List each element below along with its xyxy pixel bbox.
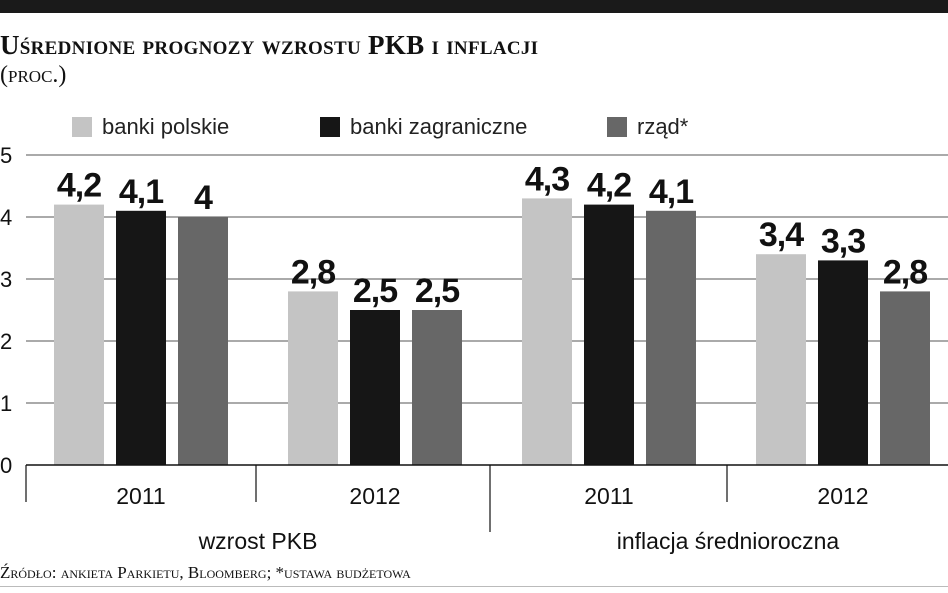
bar-chart: 0 1 2 3 4 5 4,2 4,1 4 2,8 2,5 2,5 4,3 4,2 4,1 3,4 3,3 2,8… xyxy=(0,143,948,554)
y-tick-label: 5 xyxy=(0,143,12,168)
bar xyxy=(412,310,462,465)
data-label: 4,3 xyxy=(525,160,569,198)
bar xyxy=(756,254,806,465)
data-label: 4,1 xyxy=(119,173,163,211)
bar xyxy=(178,217,228,465)
bar xyxy=(54,204,104,465)
bar xyxy=(818,260,868,465)
data-label: 3,3 xyxy=(821,222,865,260)
data-label: 4,2 xyxy=(587,167,631,205)
y-tick-label: 1 xyxy=(0,391,12,416)
data-label: 3,4 xyxy=(759,216,804,254)
bar xyxy=(880,291,930,465)
data-label: 2,8 xyxy=(291,253,335,291)
bar xyxy=(350,310,400,465)
legend-swatch xyxy=(607,117,627,137)
data-label: 4 xyxy=(194,179,213,217)
data-label: 2,5 xyxy=(353,272,397,310)
y-tick-label: 3 xyxy=(0,267,12,292)
y-tick-label: 0 xyxy=(0,453,12,478)
bar xyxy=(116,210,166,465)
x-group-label: inflacja średnioroczna xyxy=(617,528,840,554)
legend-label: rząd* xyxy=(637,114,689,139)
x-category-label: 2012 xyxy=(349,483,400,509)
chart-subtitle: (proc.) xyxy=(0,62,67,88)
y-tick-label: 2 xyxy=(0,329,12,354)
bar xyxy=(288,291,338,465)
bar xyxy=(584,204,634,465)
top-rule xyxy=(0,0,948,13)
data-label: 4,1 xyxy=(649,173,693,211)
source-note: Źródło: ankieta Parkietu, Bloomberg; *us… xyxy=(0,563,411,582)
legend-swatch xyxy=(320,117,340,137)
bar xyxy=(646,210,696,465)
legend-label: banki zagraniczne xyxy=(350,114,528,139)
chart-title: Uśrednione prognozy wzrostu PKB i inflac… xyxy=(0,30,539,60)
x-category-label: 2011 xyxy=(116,483,165,509)
x-category-label: 2011 xyxy=(584,483,633,509)
bar xyxy=(522,198,572,465)
data-label: 4,2 xyxy=(57,167,101,205)
x-group-label: wzrost PKB xyxy=(198,528,318,554)
data-label: 2,5 xyxy=(415,272,459,310)
bottom-rule xyxy=(0,586,948,587)
x-category-label: 2012 xyxy=(817,483,868,509)
legend-swatch xyxy=(72,117,92,137)
legend-label: banki polskie xyxy=(102,114,230,139)
data-label: 2,8 xyxy=(883,253,927,291)
y-tick-label: 4 xyxy=(0,205,12,230)
